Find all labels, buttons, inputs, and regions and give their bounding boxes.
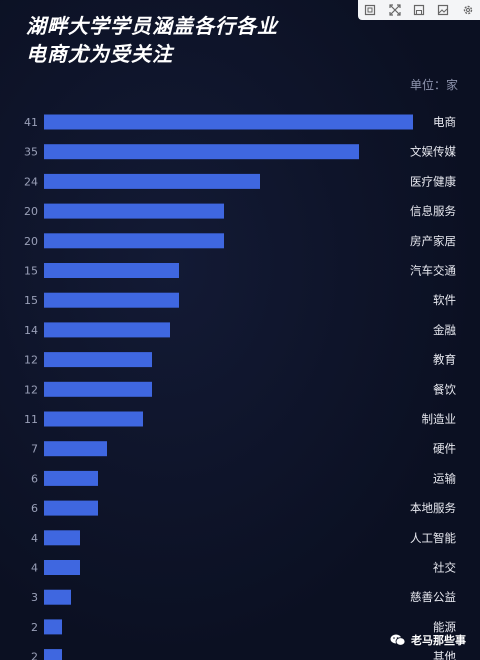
save-icon[interactable] [412, 3, 426, 17]
bar [44, 500, 98, 516]
category-label: 其他 [433, 650, 456, 660]
category-label: 餐饮 [433, 382, 456, 396]
bar [44, 649, 62, 660]
value-label: 24 [24, 175, 38, 188]
category-label: 软件 [433, 293, 456, 307]
image-icon[interactable] [436, 3, 450, 17]
wechat-icon [390, 634, 406, 646]
unit-label: 单位：家 [409, 78, 458, 92]
bar [44, 619, 62, 635]
value-label: 6 [31, 472, 38, 485]
category-label: 人工智能 [410, 531, 456, 545]
category-label: 能源 [433, 620, 456, 634]
value-label: 15 [24, 265, 38, 278]
bar [44, 233, 224, 249]
bar [44, 173, 260, 189]
category-label: 硬件 [433, 442, 456, 456]
bar [44, 322, 170, 338]
category-label: 文娱传媒 [410, 145, 456, 159]
category-label: 电商 [433, 115, 456, 129]
bar [44, 381, 152, 397]
bar [44, 352, 152, 368]
bar [44, 203, 224, 219]
chart-title-line2: 电商尤为受关注 [26, 42, 173, 66]
watermark-text: 老马那些事 [411, 634, 466, 647]
value-label: 15 [24, 294, 38, 307]
category-label: 医疗健康 [410, 174, 456, 188]
bar [44, 144, 359, 160]
value-label: 6 [31, 502, 38, 515]
category-label: 社交 [433, 561, 456, 575]
category-label: 运输 [433, 471, 456, 485]
frame-icon[interactable] [363, 3, 377, 17]
bar [44, 263, 179, 278]
bar [44, 530, 80, 546]
value-label: 20 [24, 205, 38, 218]
category-label: 慈善公益 [410, 590, 456, 604]
value-label: 3 [31, 591, 38, 604]
category-label: 本地服务 [410, 501, 456, 515]
bar [44, 470, 98, 486]
category-label: 金融 [433, 323, 456, 337]
value-label: 2 [31, 651, 38, 660]
value-label: 35 [24, 146, 38, 159]
value-label: 12 [24, 354, 38, 367]
category-label: 制造业 [422, 412, 457, 426]
category-label: 教育 [433, 353, 456, 367]
bar [44, 292, 179, 308]
value-label: 4 [31, 532, 38, 545]
bar [44, 441, 107, 457]
category-label: 房产家居 [410, 234, 456, 248]
value-label: 4 [31, 562, 38, 575]
value-label: 20 [24, 235, 38, 248]
bar [44, 560, 80, 575]
category-label: 汽车交通 [410, 264, 456, 278]
value-label: 7 [31, 443, 38, 456]
chart-title-line1: 湖畔大学学员涵盖各行各业 [26, 14, 278, 38]
chart-toolbar [358, 0, 480, 20]
value-label: 14 [24, 324, 38, 337]
bar [44, 589, 71, 605]
value-label: 2 [31, 621, 38, 634]
bar [44, 411, 143, 427]
value-label: 41 [24, 116, 38, 129]
bar [44, 114, 413, 130]
value-label: 12 [24, 383, 38, 396]
gear-icon[interactable] [461, 3, 475, 17]
category-label: 信息服务 [410, 204, 456, 218]
value-label: 11 [24, 413, 38, 426]
watermark: 老马那些事 [390, 632, 466, 648]
expand-icon[interactable] [388, 3, 402, 17]
